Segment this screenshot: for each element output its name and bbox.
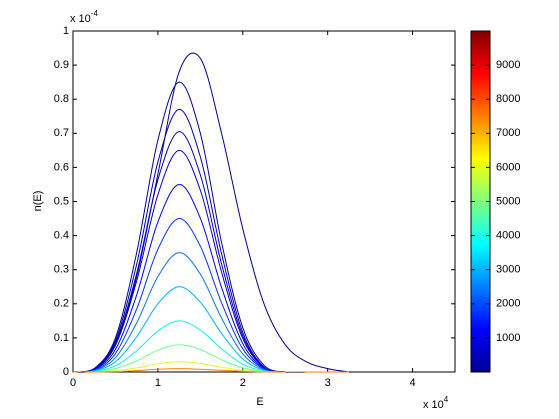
y-tick-label: 0.9 [54,59,69,71]
curve [72,368,349,373]
y-tick-label: 0.5 [54,195,69,207]
y-tick-label: 1 [63,25,69,37]
y-tick-label: 0.4 [54,230,69,242]
x-tick-label: 2 [240,377,246,389]
x-tick-label: 0 [70,377,76,389]
x-axis-label: E [256,396,263,408]
exponent-power: 4 [444,395,449,404]
y-tick-label: 0 [63,366,69,378]
colorbar-tick-label: 5000 [496,195,520,207]
plot-area [72,30,456,373]
y-tick-label: 0.3 [54,264,69,276]
colorbar-tick-label: 3000 [496,264,520,276]
colorbar-tick-label: 8000 [496,93,520,105]
exponent-base: x 10 [70,13,91,25]
colorbar-tick-label: 7000 [496,127,520,139]
y-tick-label: 0.2 [54,298,69,310]
x-exponent: x 104 [423,395,449,411]
colorbar-tick-label: 6000 [496,161,520,173]
colorbar-tick-label: 2000 [496,298,520,310]
exponent-power: -4 [91,9,99,18]
x-tick-label: 4 [409,377,415,389]
colorbar-tick-label: 4000 [496,230,520,242]
y-tick-label: 0.8 [54,93,69,105]
y-tick-label: 0.7 [54,127,69,139]
exponent-base: x 10 [423,399,444,411]
y-exponent: x 10-4 [70,9,98,25]
x-tick-label: 3 [325,377,331,389]
y-tick-label: 0.6 [54,161,69,173]
colorbar-tick-label: 1000 [496,332,520,344]
colorbar-tick-label: 9000 [496,59,520,71]
x-tick-label: 1 [155,377,161,389]
y-axis-label: n(E) [32,191,44,212]
y-tick-label: 0.1 [54,332,69,344]
